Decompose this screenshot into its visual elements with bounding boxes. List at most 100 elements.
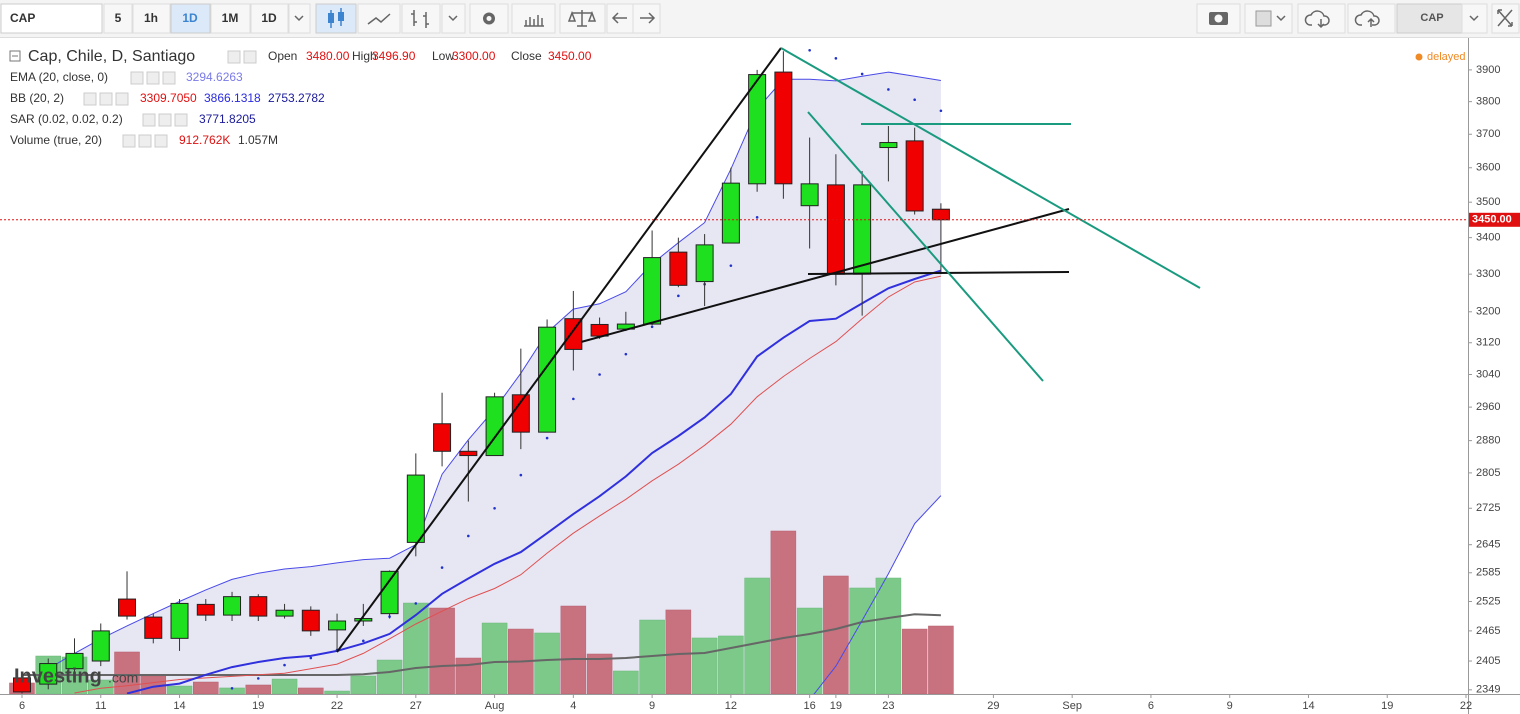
x-tick-label: 22 xyxy=(1460,700,1472,712)
x-tick-label: 22 xyxy=(331,700,343,712)
indicator-icon[interactable] xyxy=(154,134,168,148)
y-tick-label: 3800 xyxy=(1476,96,1500,108)
sar-dot xyxy=(545,436,549,440)
sar-dot xyxy=(913,98,916,102)
sar-dot xyxy=(256,677,260,680)
interval: 1D xyxy=(261,11,277,25)
indicator-icon[interactable] xyxy=(138,134,152,148)
icon xyxy=(1214,14,1223,23)
indicator-name: BB (20, 2) xyxy=(10,91,64,105)
undo-button[interactable] xyxy=(606,3,634,34)
icon xyxy=(524,15,544,27)
candle-body xyxy=(223,596,242,616)
icon xyxy=(411,10,429,28)
volume-bar xyxy=(481,622,508,694)
load-button[interactable] xyxy=(1297,3,1346,34)
trend-line[interactable] xyxy=(807,111,1044,382)
indicator-icon[interactable] xyxy=(158,113,172,127)
indicator-icon[interactable] xyxy=(83,92,97,106)
candle-body xyxy=(538,326,557,433)
y-tick-label: 3600 xyxy=(1476,162,1500,174)
indicator-line xyxy=(813,495,942,694)
indicator-icon[interactable] xyxy=(146,71,160,85)
trend-line[interactable] xyxy=(580,208,1070,343)
candle-body xyxy=(65,652,84,670)
interval-button[interactable] xyxy=(132,3,171,34)
indicator-value: 912.762K xyxy=(179,133,230,147)
x-tick-label: Sep xyxy=(1062,700,1082,712)
band-fill xyxy=(48,72,941,694)
sar-dot xyxy=(598,373,601,376)
indicator-value: 3294.6263 xyxy=(186,70,243,84)
x-tick-label: 14 xyxy=(173,700,185,712)
watermark: .com xyxy=(108,670,138,686)
symbol: CAP xyxy=(1420,12,1443,24)
x-tick-label: Aug xyxy=(485,700,505,712)
volume-bar xyxy=(271,678,298,694)
symbol-box[interactable] xyxy=(0,3,103,34)
candle-body xyxy=(774,71,793,185)
indicator-icon[interactable] xyxy=(142,113,156,127)
indicator-icon[interactable] xyxy=(115,92,129,106)
sar-dot xyxy=(519,473,523,477)
ohlc-label: Open xyxy=(268,49,297,63)
settings-icon[interactable] xyxy=(227,50,241,64)
sar-dot xyxy=(860,72,864,76)
volume-bar xyxy=(324,690,350,694)
last-price-tag xyxy=(1469,212,1520,227)
caret xyxy=(294,15,304,22)
candle-body xyxy=(275,609,294,617)
sar-dot xyxy=(729,264,733,267)
legend: Cap, Chile, D, Santiago Open 3480.00 Hig… xyxy=(9,48,592,148)
symbol-button[interactable] xyxy=(1396,3,1463,34)
candle-body xyxy=(144,616,163,639)
icon xyxy=(567,10,597,27)
indicator-icon[interactable] xyxy=(122,134,136,148)
indicator-icon[interactable] xyxy=(99,92,113,106)
y-tick-label: 2585 xyxy=(1476,567,1500,579)
ohlc-value: 3496.90 xyxy=(372,49,416,63)
line-button[interactable] xyxy=(357,3,401,34)
x-tick-label: 6 xyxy=(19,700,25,712)
sar-dot xyxy=(309,656,313,660)
candle-body xyxy=(354,618,373,622)
ohlc-value: 3450.00 xyxy=(548,49,592,63)
y-tick-label: 2880 xyxy=(1476,435,1500,447)
trend-line[interactable] xyxy=(807,271,1070,275)
candle-body xyxy=(39,663,58,685)
watermark: Investing xyxy=(14,665,102,687)
interval-button[interactable] xyxy=(210,3,251,34)
volume-bar xyxy=(114,651,140,694)
indicators-button[interactable] xyxy=(511,3,556,34)
x-tick-label: 19 xyxy=(1381,700,1393,712)
candle-body xyxy=(91,630,110,662)
collapse-icon[interactable] xyxy=(9,50,21,62)
sar-dot xyxy=(467,534,470,538)
indicator-icon[interactable] xyxy=(174,113,188,127)
candle-body xyxy=(800,183,819,207)
trend-line[interactable] xyxy=(336,47,782,653)
indicator-value: 3309.7050 xyxy=(140,91,197,105)
indicator-icon[interactable] xyxy=(130,71,144,85)
candle-body xyxy=(879,142,898,149)
trend-lines xyxy=(336,47,1201,653)
x-tick-label: 23 xyxy=(882,700,894,712)
sar-dot xyxy=(834,57,838,60)
trend-line[interactable] xyxy=(780,47,1201,289)
caret xyxy=(1276,15,1286,22)
interval: 5 xyxy=(115,11,122,25)
interval-button-active[interactable] xyxy=(170,3,211,34)
interval-button[interactable] xyxy=(103,3,133,34)
candle-body xyxy=(406,474,425,543)
indicator-icon[interactable] xyxy=(162,71,176,85)
volume-bar xyxy=(691,637,718,694)
settings-icon[interactable] xyxy=(243,50,257,64)
indicator-value: 2753.2782 xyxy=(268,91,325,105)
candle-button[interactable] xyxy=(315,3,357,34)
candle-body xyxy=(669,251,688,286)
volume-bar xyxy=(429,607,455,694)
x-tick-label: 9 xyxy=(649,700,655,712)
bar-button[interactable] xyxy=(401,3,441,34)
interval-button[interactable] xyxy=(250,3,289,34)
